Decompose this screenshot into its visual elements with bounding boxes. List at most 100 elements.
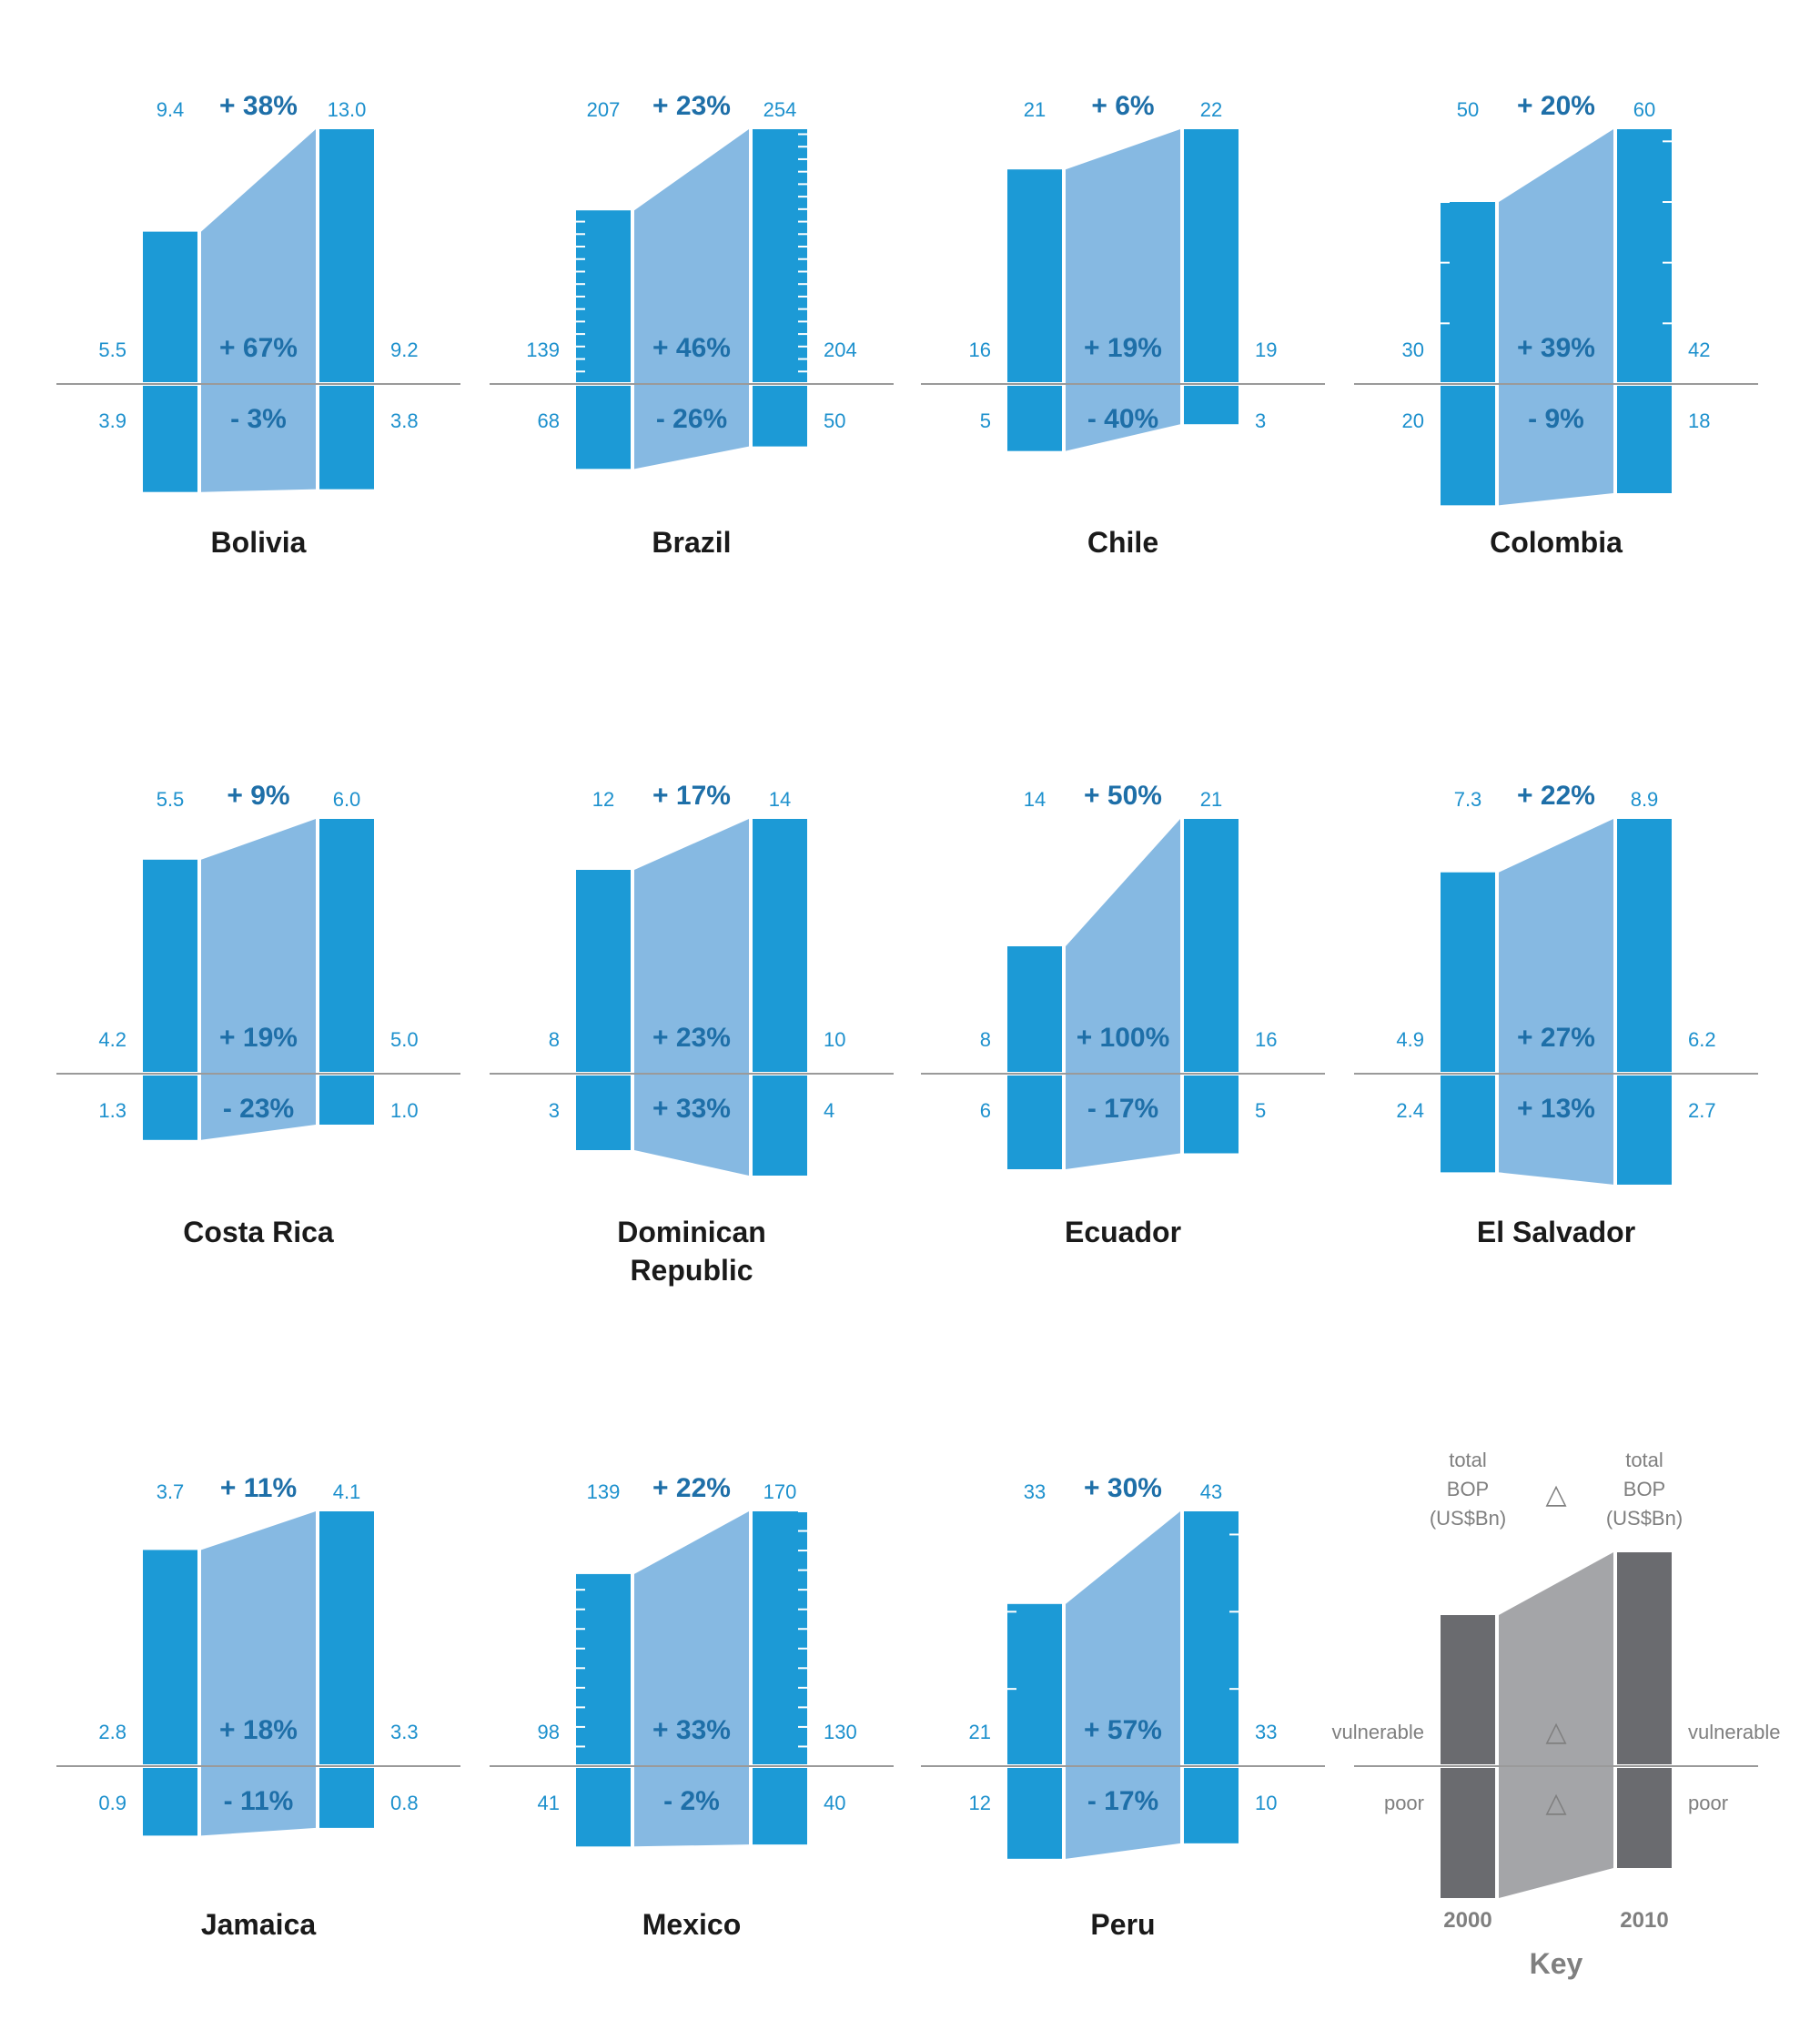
poor-change-label: - 17% (1087, 1094, 1158, 1124)
country-name: Colombia (1490, 526, 1623, 559)
bar-2010-vulnerable (753, 129, 807, 382)
total-change-label: + 17% (652, 781, 731, 811)
bar-2000-poor (1441, 1076, 1495, 1173)
bar-2010-vulnerable (1184, 129, 1239, 382)
total-2000-label: 3.7 (157, 1480, 185, 1503)
key-poor-label-left: poor (1384, 1792, 1424, 1814)
total-2010-label: 13.0 (328, 98, 367, 121)
country-name: Costa Rica (183, 1216, 334, 1248)
key-title: Key (1530, 1947, 1583, 1980)
vulnerable-2000-label: 98 (538, 1721, 560, 1743)
vulnerable-2010-label: 204 (824, 338, 857, 361)
country-panel-bolivia: 9.4 13.0 + 38% 5.5 9.2 + 67% 3.9 3.8 - 3% Bolivia (56, 91, 460, 559)
total-2010-label: 4.1 (333, 1480, 361, 1503)
bar-2010-poor (753, 386, 807, 447)
poor-2010-label: 18 (1688, 409, 1710, 432)
country-panel-jamaica: 3.7 4.1 + 11% 2.8 3.3 + 18% 0.9 0.8 - 11% Jamaica (56, 1473, 460, 1941)
poor-2010-label: 10 (1255, 1792, 1277, 1814)
total-change-label: + 20% (1517, 91, 1595, 121)
bar-2010-vulnerable (753, 1511, 807, 1764)
poor-2000-label: 68 (538, 409, 560, 432)
total-2010-label: 170 (763, 1480, 797, 1503)
bar-2000-vulnerable (1007, 169, 1062, 382)
change-band (1499, 819, 1613, 1185)
bar-2000-poor (1007, 1768, 1062, 1859)
vulnerable-2010-label: 10 (824, 1028, 845, 1051)
total-change-label: + 11% (220, 1473, 297, 1503)
bar-2010-vulnerable (1184, 819, 1239, 1072)
country-name: Bolivia (211, 526, 307, 559)
bar-2010-poor (1617, 386, 1672, 493)
vulnerable-2010-label: 6.2 (1688, 1028, 1716, 1051)
vulnerable-2010-label: 33 (1255, 1721, 1277, 1743)
key-year-2010: 2010 (1620, 1908, 1668, 1933)
poor-change-label: - 17% (1087, 1786, 1158, 1816)
total-2010-label: 14 (769, 788, 791, 811)
vulnerable-change-label: + 27% (1517, 1023, 1595, 1053)
bar-2000-vulnerable (1441, 202, 1495, 382)
total-2010-label: 22 (1200, 98, 1222, 121)
total-2010-label: 43 (1200, 1480, 1222, 1503)
vulnerable-2000-label: 4.9 (1396, 1028, 1424, 1051)
total-change-label: + 23% (652, 91, 731, 121)
bar-2010-poor (1184, 386, 1239, 425)
poor-2000-label: 41 (538, 1792, 560, 1814)
bar-2000-vulnerable (1007, 1603, 1062, 1764)
poor-2000-label: 0.9 (98, 1792, 126, 1814)
key-total-label-right: BOP (1623, 1478, 1665, 1500)
poor-2000-label: 3.9 (98, 409, 126, 432)
bar-2010-vulnerable (1617, 129, 1672, 382)
key-delta-poor: △ (1545, 1788, 1566, 1818)
bar-2000-vulnerable (143, 859, 197, 1072)
vulnerable-2000-label: 8 (549, 1028, 560, 1051)
vulnerable-2000-label: 4.2 (98, 1028, 126, 1051)
vulnerable-change-label: + 57% (1084, 1715, 1162, 1745)
key-delta-total: △ (1545, 1480, 1566, 1510)
bar-2000-poor (143, 1768, 197, 1836)
poor-change-label: - 11% (224, 1786, 294, 1816)
poor-2010-label: 5 (1255, 1099, 1266, 1122)
total-change-label: + 6% (1091, 91, 1154, 121)
poor-2000-label: 6 (980, 1099, 991, 1122)
bar-2010-poor (319, 1076, 374, 1125)
country-name: Dominican Republic (617, 1216, 766, 1287)
vulnerable-change-label: + 39% (1517, 333, 1595, 363)
poor-change-label: + 33% (652, 1094, 731, 1124)
key-total-label-right: (US$Bn) (1606, 1507, 1683, 1530)
poor-2000-label: 20 (1402, 409, 1424, 432)
key-delta-vulnerable: △ (1545, 1717, 1566, 1747)
key-total-label-left: (US$Bn) (1430, 1507, 1506, 1530)
key-poor-label-right: poor (1688, 1792, 1728, 1814)
bar-2000-vulnerable (1441, 872, 1495, 1072)
change-band (1499, 129, 1613, 506)
country-name: Peru (1090, 1908, 1155, 1941)
bar-2010-poor (753, 1076, 807, 1176)
total-2000-label: 12 (592, 788, 614, 811)
total-change-label: + 38% (219, 91, 298, 121)
country-panel-peru: 33 43 + 30% 21 33 + 57% 12 10 - 17% Peru (921, 1473, 1325, 1941)
bar-2010-poor (1184, 1768, 1239, 1843)
poor-2000-label: 3 (549, 1099, 560, 1122)
poor-2010-label: 3 (1255, 409, 1266, 432)
country-panel-el-salvador: 7.3 8.9 + 22% 4.9 6.2 + 27% 2.4 2.7 + 13% El Salv… (1354, 781, 1758, 1248)
total-change-label: + 22% (652, 1473, 731, 1503)
total-2000-label: 5.5 (157, 788, 185, 811)
country-panel-dominican-republic: 12 14 + 17% 8 10 + 23% 3 4 + 33% Dominican Republi… (490, 781, 894, 1287)
vulnerable-2000-label: 30 (1402, 338, 1424, 361)
country-name: Mexico (642, 1908, 741, 1941)
vulnerable-2000-label: 2.8 (98, 1721, 126, 1743)
total-2000-label: 207 (587, 98, 621, 121)
total-2000-label: 50 (1457, 98, 1479, 121)
total-2010-label: 21 (1200, 788, 1222, 811)
bar-2000-poor (143, 1076, 197, 1140)
vulnerable-change-label: + 19% (219, 1023, 298, 1053)
country-panel-costa-rica: 5.5 6.0 + 9% 4.2 5.0 + 19% 1.3 1.0 - 23% Costa Ri… (56, 781, 460, 1248)
vulnerable-change-label: + 18% (219, 1715, 298, 1745)
key-vulnerable-label-right: vulnerable (1688, 1721, 1781, 1743)
vulnerable-change-label: + 67% (219, 333, 298, 363)
total-change-label: + 50% (1084, 781, 1162, 811)
vulnerable-change-label: + 19% (1084, 333, 1162, 363)
bar-2010-poor (319, 1768, 374, 1828)
poor-change-label: - 40% (1087, 404, 1158, 434)
poor-change-label: - 26% (656, 404, 727, 434)
